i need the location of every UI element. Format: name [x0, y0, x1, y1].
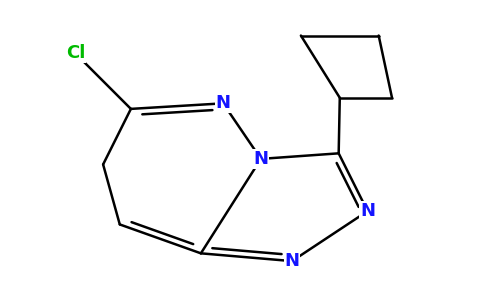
Text: Cl: Cl — [66, 44, 85, 62]
Text: N: N — [215, 94, 230, 112]
Text: N: N — [360, 202, 375, 220]
Text: N: N — [285, 252, 300, 270]
Text: N: N — [254, 150, 269, 168]
